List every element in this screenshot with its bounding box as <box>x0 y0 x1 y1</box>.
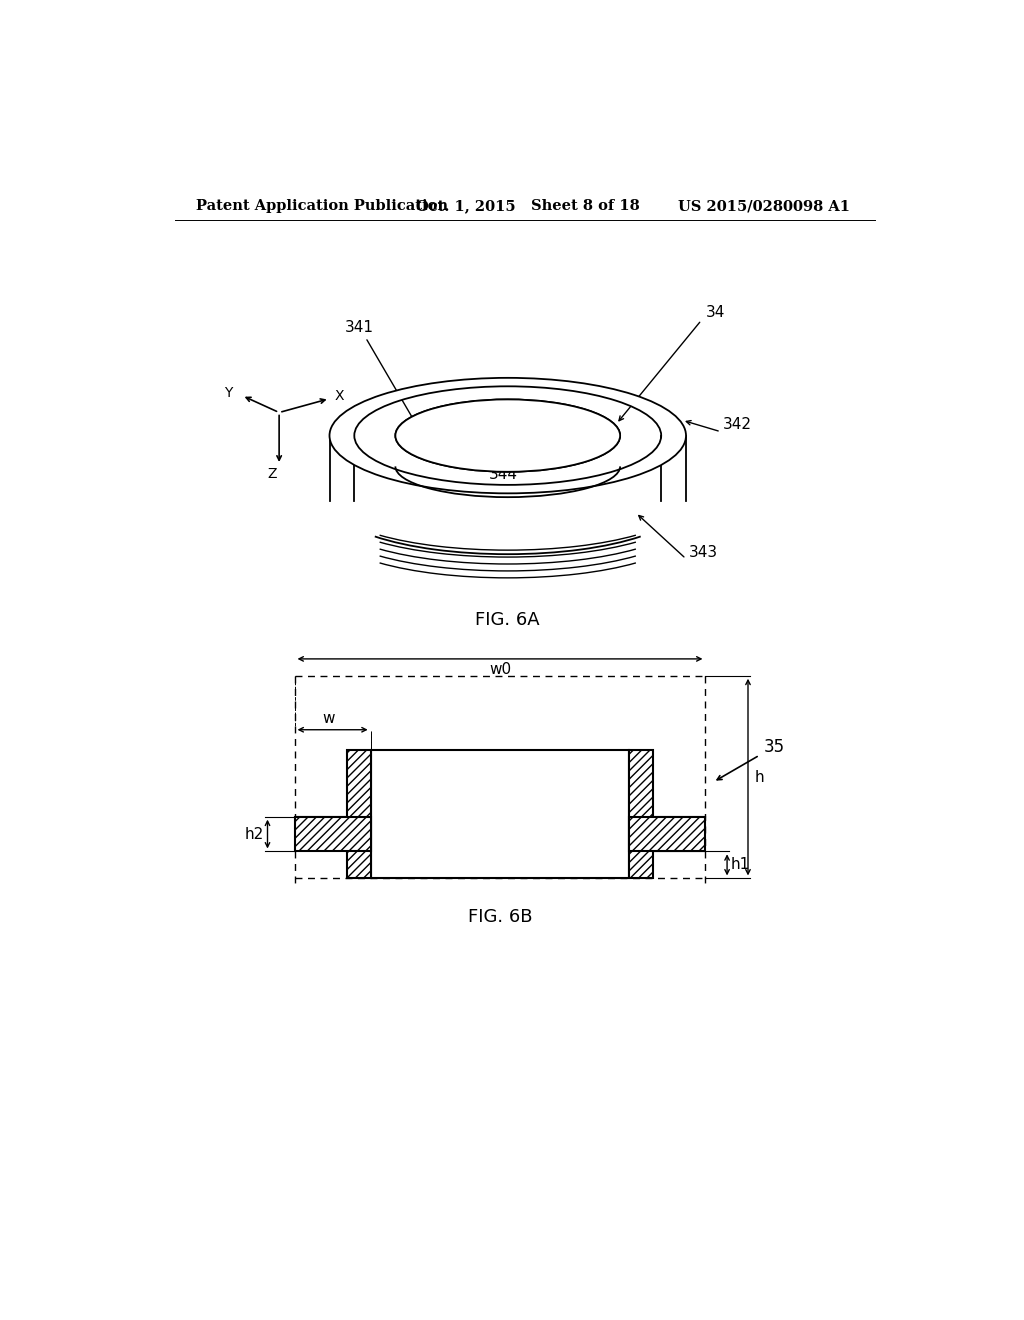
Bar <box>630 750 652 878</box>
Text: w1: w1 <box>380 750 402 764</box>
Text: h: h <box>755 770 764 784</box>
Ellipse shape <box>395 400 621 471</box>
Text: US 2015/0280098 A1: US 2015/0280098 A1 <box>678 199 850 213</box>
Text: Y: Y <box>224 387 232 400</box>
Bar <box>630 817 706 851</box>
Text: FIG. 6A: FIG. 6A <box>475 611 540 630</box>
Text: FIG. 6B: FIG. 6B <box>468 908 532 925</box>
Text: 341: 341 <box>345 319 414 420</box>
Polygon shape <box>330 378 686 494</box>
Text: w: w <box>323 710 335 726</box>
Text: h2: h2 <box>245 826 263 842</box>
Text: 344: 344 <box>488 466 517 482</box>
Text: h1: h1 <box>731 858 751 873</box>
Text: 34: 34 <box>706 305 725 319</box>
Text: X: X <box>335 388 344 403</box>
Ellipse shape <box>395 400 621 471</box>
Text: w0: w0 <box>488 663 511 677</box>
Text: 35: 35 <box>764 738 784 756</box>
Bar <box>295 817 371 851</box>
Bar <box>347 750 371 878</box>
Text: Z: Z <box>267 467 278 480</box>
Text: 342: 342 <box>723 417 753 432</box>
Text: Patent Application Publication: Patent Application Publication <box>197 199 449 213</box>
Bar <box>371 750 630 878</box>
Text: Sheet 8 of 18: Sheet 8 of 18 <box>531 199 640 213</box>
Text: 343: 343 <box>688 545 718 560</box>
Text: Oct. 1, 2015: Oct. 1, 2015 <box>417 199 516 213</box>
